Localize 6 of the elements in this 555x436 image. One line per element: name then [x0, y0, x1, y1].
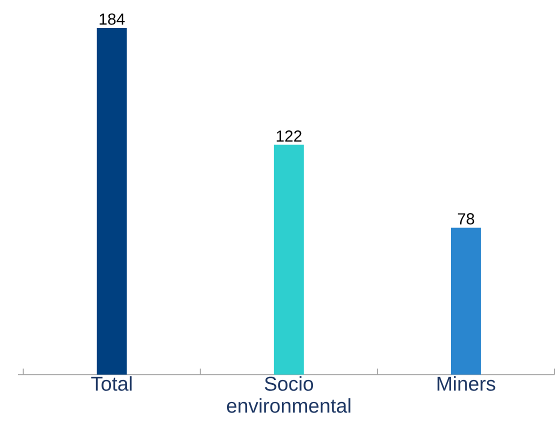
- x-tick-label: Miners: [438, 376, 496, 392]
- x-tick-label: Total: [91, 376, 132, 392]
- data-label: 122: [276, 130, 302, 142]
- data-label: 78: [458, 213, 474, 225]
- data-label: 184: [100, 14, 125, 25]
- x-tick-label: Socio environmental: [226, 376, 350, 414]
